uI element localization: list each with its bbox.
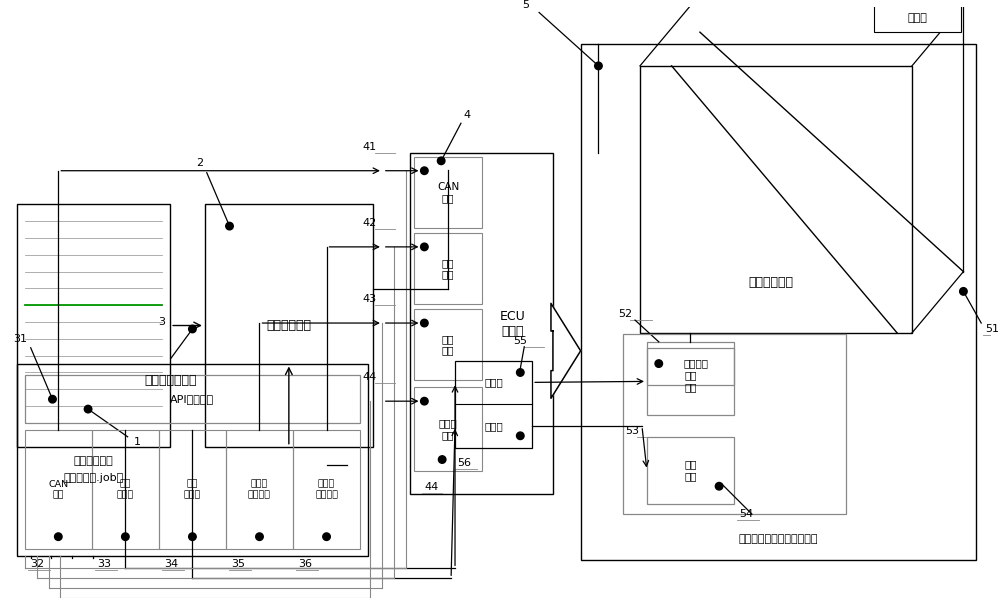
Circle shape: [55, 533, 62, 541]
Text: 5: 5: [522, 0, 529, 10]
Text: 36: 36: [298, 559, 312, 569]
Bar: [414, 157, 482, 228]
Text: 坡度
电机: 坡度 电机: [684, 460, 697, 481]
Bar: [647, 348, 734, 415]
Bar: [17, 364, 368, 557]
Text: 伺服
接口二: 伺服 接口二: [184, 480, 201, 499]
Circle shape: [84, 405, 92, 413]
Circle shape: [960, 288, 967, 295]
Text: 程序文件（.job）: 程序文件（.job）: [63, 474, 124, 483]
Bar: [414, 309, 482, 380]
Text: 56: 56: [457, 459, 471, 468]
Text: 3: 3: [158, 317, 165, 327]
Text: 运动控制卡单元: 运动控制卡单元: [144, 374, 196, 387]
Text: API软件接口: API软件接口: [170, 394, 214, 404]
Text: 数字量
输出接口: 数字量 输出接口: [315, 480, 338, 499]
Text: CAN
接口: CAN 接口: [48, 480, 68, 499]
Bar: [226, 430, 293, 548]
Circle shape: [437, 157, 445, 164]
Bar: [25, 430, 92, 548]
Circle shape: [715, 483, 723, 490]
Text: 44: 44: [424, 482, 439, 492]
Text: 33: 33: [97, 559, 111, 569]
Circle shape: [421, 319, 428, 327]
Text: 41: 41: [363, 142, 377, 152]
Text: 32: 32: [30, 559, 44, 569]
Circle shape: [323, 533, 330, 541]
Text: CAN
接口: CAN 接口: [437, 182, 459, 203]
Text: 43: 43: [363, 294, 377, 304]
Bar: [623, 334, 846, 514]
Circle shape: [421, 167, 428, 175]
Text: 52: 52: [618, 309, 632, 319]
Text: 44: 44: [363, 373, 377, 383]
Text: 55: 55: [513, 336, 527, 346]
Text: 数字量
输入接口: 数字量 输入接口: [248, 480, 271, 499]
Text: 测试指令序列: 测试指令序列: [74, 456, 113, 466]
Text: 自动测试单元: 自动测试单元: [266, 319, 311, 332]
Text: 31: 31: [13, 334, 27, 344]
Bar: [874, 5, 961, 32]
Bar: [647, 437, 734, 504]
Text: 脚踢
开关: 脚踢 开关: [442, 334, 454, 356]
Circle shape: [595, 62, 602, 69]
Circle shape: [655, 360, 663, 367]
Text: 防夹条
开关: 防夹条 开关: [439, 419, 457, 440]
Text: 53: 53: [625, 426, 639, 436]
Text: 汽车电动尾门测试台架机构: 汽车电动尾门测试台架机构: [739, 533, 818, 544]
Text: 伺服二: 伺服二: [484, 421, 503, 431]
Circle shape: [49, 395, 56, 403]
Text: 按钮
开关: 按钮 开关: [442, 258, 454, 279]
Circle shape: [421, 398, 428, 405]
Text: 4: 4: [464, 111, 471, 120]
Bar: [17, 205, 170, 447]
Bar: [455, 361, 532, 448]
Text: 51: 51: [985, 324, 999, 334]
Text: 倾角
电机: 倾角 电机: [684, 371, 697, 392]
Bar: [647, 342, 734, 385]
Text: ECU
控制器: ECU 控制器: [500, 310, 526, 337]
Circle shape: [189, 533, 196, 541]
Text: 自吸锁扣: 自吸锁扣: [684, 359, 709, 368]
Bar: [581, 44, 976, 560]
Circle shape: [189, 325, 196, 332]
Bar: [410, 153, 553, 494]
Text: 伺服一: 伺服一: [484, 377, 503, 388]
Text: 原车锁: 原车锁: [908, 13, 928, 23]
Bar: [159, 430, 226, 548]
Circle shape: [517, 432, 524, 440]
Bar: [414, 233, 482, 304]
Text: 1: 1: [134, 437, 141, 447]
Circle shape: [122, 533, 129, 541]
Bar: [92, 430, 159, 548]
Bar: [414, 388, 482, 471]
Bar: [205, 205, 373, 447]
Polygon shape: [551, 303, 581, 398]
Bar: [25, 376, 360, 423]
Bar: [640, 66, 912, 333]
Circle shape: [421, 243, 428, 251]
Text: 42: 42: [363, 218, 377, 228]
Text: 电动尾门机构: 电动尾门机构: [748, 276, 793, 289]
Circle shape: [226, 222, 233, 230]
Bar: [293, 430, 360, 548]
Text: 2: 2: [196, 158, 203, 168]
Text: 伺服
接口一: 伺服 接口一: [117, 480, 134, 499]
Circle shape: [517, 369, 524, 376]
Circle shape: [256, 533, 263, 541]
Text: 54: 54: [739, 509, 753, 519]
Text: 35: 35: [231, 559, 245, 569]
Text: 34: 34: [164, 559, 178, 569]
Circle shape: [438, 456, 446, 463]
